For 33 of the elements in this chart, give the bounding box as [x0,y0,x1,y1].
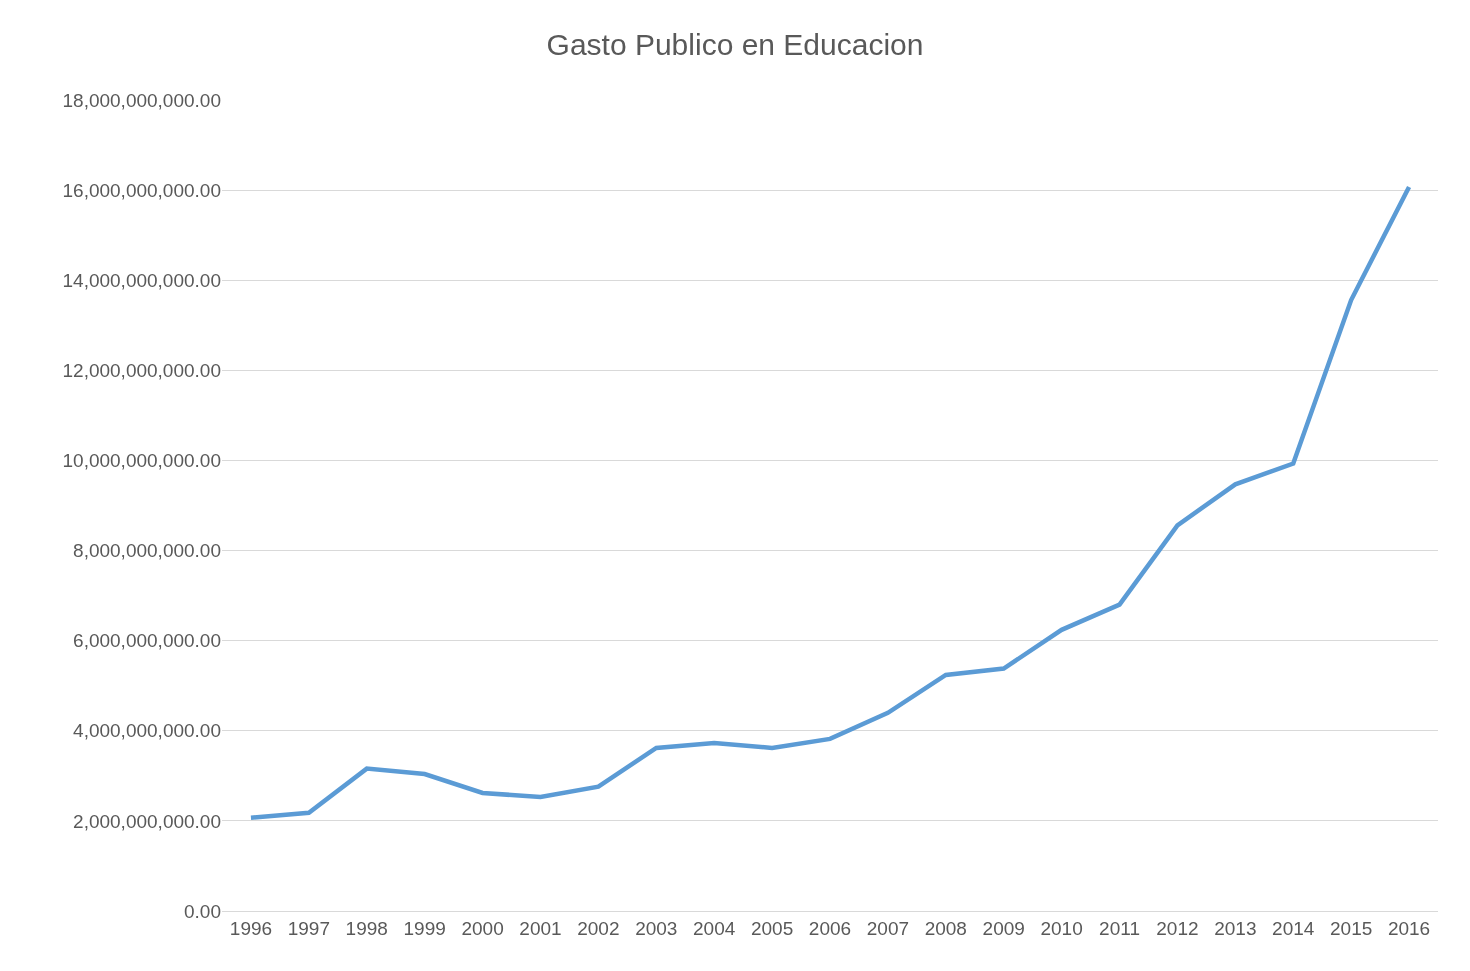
y-tick-label: 12,000,000,000.00 [62,359,221,381]
x-tick-label: 2007 [866,917,910,939]
x-tick-label: 2015 [1330,917,1373,939]
x-tick-label: 2009 [982,917,1025,939]
y-tick-label: 2,000,000,000.00 [73,810,221,832]
x-tick-label: 2000 [461,917,504,939]
y-tick-label: 18,000,000,000.00 [62,89,221,111]
x-tick-label: 2002 [577,917,620,939]
y-tick-label: 10,000,000,000.00 [62,450,221,472]
y-tick-label: 0.00 [184,900,221,922]
y-tick-label: 4,000,000,000.00 [73,720,221,742]
y-tick-label: 14,000,000,000.00 [62,269,221,291]
x-tick-label: 2014 [1272,917,1315,939]
y-tick-label: 6,000,000,000.00 [73,630,221,652]
x-tick-label: 2001 [519,917,562,939]
x-tick-label: 1997 [287,917,330,939]
x-tick-label: 2003 [635,917,678,939]
x-tick-label: 1999 [403,917,446,939]
x-tick-label: 2010 [1040,917,1083,939]
x-tick-label: 2006 [808,917,852,939]
y-tick-label: 16,000,000,000.00 [62,179,221,201]
x-tick-label: 1996 [229,917,273,939]
y-tick-label: 8,000,000,000.00 [73,540,221,562]
x-tick-label: 1998 [345,917,388,939]
x-tick-label: 2004 [693,917,736,939]
x-tick-label: 2016 [1387,917,1431,939]
x-tick-label: 2013 [1214,917,1257,939]
x-tick-label: 2012 [1156,917,1199,939]
chart-title: Gasto Publico en Educacion [546,27,924,61]
x-tick-label: 2008 [924,917,967,939]
x-tick-label: 2005 [750,917,794,939]
x-tick-label: 2011 [1099,917,1140,939]
line-series [248,184,1412,820]
